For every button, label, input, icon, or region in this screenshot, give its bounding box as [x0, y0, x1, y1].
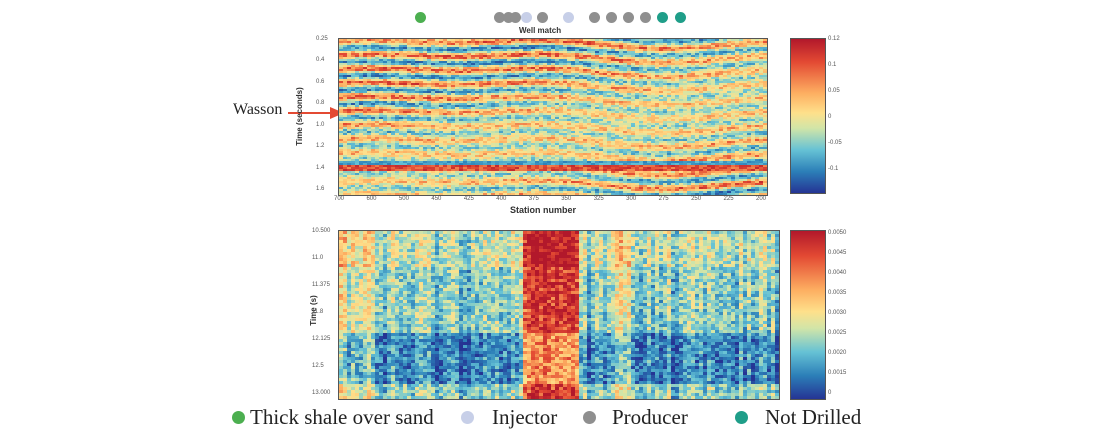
legend-dot-not-drilled [735, 411, 748, 424]
legend-label-not-drilled: Not Drilled [765, 405, 862, 429]
colorbar-tick-label: 0.05 [828, 88, 840, 94]
y-tick-label: 12.5 [312, 363, 324, 369]
y-tick-label: 11.0 [312, 255, 324, 261]
attribute-panel-bottom [338, 230, 780, 400]
colorbar-tick-label: 0 [828, 390, 832, 396]
y-tick-label: 1.0 [316, 121, 325, 128]
x-tick-label: 200 [756, 196, 767, 202]
seismic-heatmap-top [339, 39, 767, 195]
y-tick-label: 0.25 [316, 36, 328, 42]
panel1-title: Well match [519, 26, 562, 35]
x-tick-label: 250 [691, 196, 702, 202]
y-tick-label: 12.125 [312, 336, 331, 342]
well-marker-producer [606, 12, 617, 23]
x-tick-label: 325 [593, 196, 604, 202]
wasson-arrow [288, 107, 344, 119]
colorbar-tick-label: 0.0035 [828, 290, 847, 296]
x-tick-label: 300 [626, 196, 637, 202]
colorbar-top [790, 38, 826, 194]
x-tick-label: 500 [398, 196, 409, 202]
x-tick-label: 375 [528, 196, 539, 202]
colorbar-tick-label: 0.0020 [828, 350, 847, 356]
legend-label-thick-shale: Thick shale over sand [250, 405, 434, 429]
well-markers-row [0, 10, 1100, 26]
seismic-panel-top [338, 38, 768, 196]
well-marker-producer [537, 12, 548, 23]
y-tick-label: 1.2 [316, 143, 325, 150]
colorbar-tick-label: 0.0050 [828, 230, 847, 236]
y-tick-label: 11.8 [312, 309, 324, 315]
colorbar-tick-label: -0.1 [828, 166, 839, 172]
y-tick-label: 10.500 [312, 228, 331, 234]
x-tick-label: 600 [366, 196, 377, 202]
well-marker-injector [521, 12, 532, 23]
legend-dot-producer [583, 411, 596, 424]
y-tick-label: 1.6 [316, 186, 325, 192]
legend-label-injector: Injector [492, 405, 558, 429]
colorbar-tick-label: 0.0015 [828, 370, 847, 376]
attribute-heatmap-bottom [339, 231, 779, 399]
well-marker-injector [563, 12, 574, 23]
panel1-ylabel: Time (seconds) [294, 87, 304, 146]
y-tick-label: 0.6 [316, 78, 325, 85]
well-marker-producer [494, 12, 505, 23]
x-tick-label: 350 [561, 196, 572, 202]
y-tick-label: 13.000 [312, 390, 331, 396]
colorbar-tick-label: -0.05 [828, 140, 842, 146]
x-tick-label: 225 [723, 196, 734, 202]
colorbar-tick-label: 0.0025 [828, 330, 847, 336]
colorbar-tick-label: 0.0040 [828, 270, 847, 276]
x-tick-label: 700 [334, 196, 345, 202]
y-tick-label: 11.375 [312, 282, 330, 288]
well-marker-producer [503, 12, 514, 23]
well-marker-not-drilled [657, 12, 668, 23]
well-marker-not-drilled [675, 12, 686, 23]
legend-dot-injector [461, 411, 474, 424]
legend-label-producer: Producer [612, 405, 688, 429]
y-tick-label: 0.8 [316, 100, 325, 107]
wasson-annotation: Wasson [233, 101, 283, 118]
y-tick-label: 0.4 [316, 57, 325, 64]
well-marker-producer [623, 12, 634, 23]
legend-dot-thick-shale [232, 411, 245, 424]
colorbar-tick-label: 0.0030 [828, 310, 847, 316]
x-tick-label: 400 [496, 196, 507, 202]
y-tick-label: 1.4 [316, 164, 325, 171]
legend: Thick shale over sand Injector Producer … [0, 402, 1100, 432]
x-tick-label: 450 [431, 196, 442, 202]
colorbar-tick-label: 0.12 [828, 36, 840, 42]
x-tick-label: 275 [658, 196, 669, 202]
well-marker-thick-shale [415, 12, 426, 23]
colorbar-tick-label: 0 [828, 114, 832, 120]
well-marker-producer [589, 12, 600, 23]
well-marker-producer [640, 12, 651, 23]
colorbar-bottom [790, 230, 826, 400]
x-tick-label: 425 [463, 196, 474, 202]
colorbar-tick-label: 0.1 [828, 62, 837, 68]
panel1-xlabel: Station number [510, 205, 577, 215]
colorbar-tick-label: 0.0045 [828, 250, 847, 256]
well-marker-producer [510, 12, 521, 23]
